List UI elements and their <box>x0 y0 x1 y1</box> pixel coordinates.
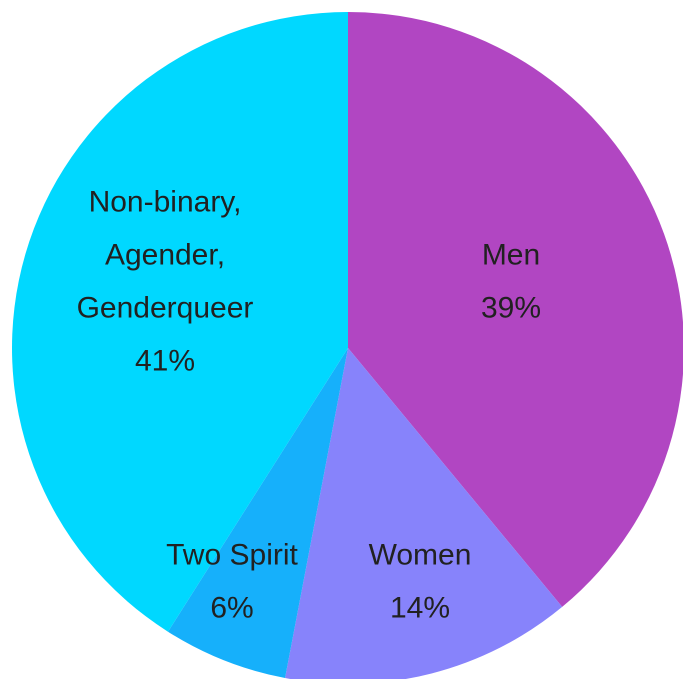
value-label: 14% <box>390 591 450 624</box>
pie-slice <box>12 12 349 632</box>
label-line: Agender, <box>105 238 225 271</box>
label-line: Non-binary, <box>89 185 242 218</box>
slice-label: Non-binary, Agender, Genderqueer <box>77 185 254 324</box>
value-label: 6% <box>210 591 253 624</box>
pie-slice <box>348 12 683 607</box>
pie-slice <box>285 348 563 679</box>
label-line: Men <box>482 238 540 271</box>
label-line: Two Spirit <box>166 538 298 571</box>
pie-slice <box>167 348 348 679</box>
slice-label: Men <box>482 238 540 271</box>
label-line: Genderqueer <box>77 291 254 324</box>
slice-label: Two Spirit <box>166 538 298 571</box>
value-label: 39% <box>481 291 541 324</box>
slice-label: Women <box>369 538 472 571</box>
value-label: 41% <box>135 344 195 377</box>
label-line: Women <box>369 538 472 571</box>
